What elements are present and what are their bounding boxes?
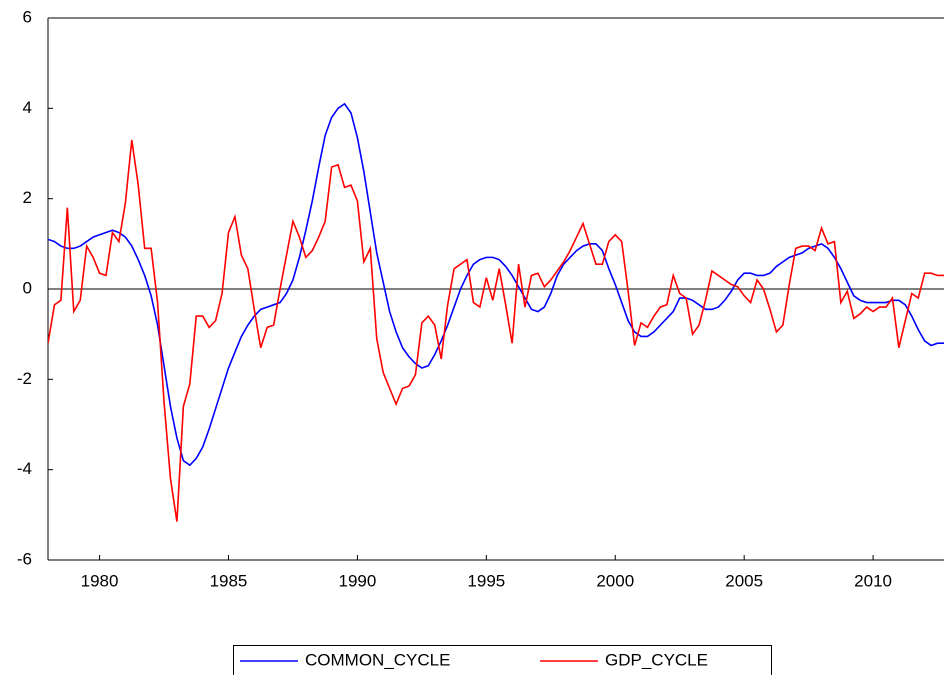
x-tick-label: 2000	[596, 571, 634, 590]
y-tick-label: 6	[23, 7, 32, 26]
x-tick-label: 1990	[338, 571, 376, 590]
y-tick-label: -4	[17, 459, 32, 478]
x-tick-label: 2005	[725, 571, 763, 590]
x-tick-label: 1995	[467, 571, 505, 590]
series-line	[48, 139, 944, 522]
legend-label: GDP_CYCLE	[605, 650, 708, 669]
legend-box	[233, 645, 772, 675]
y-tick-label: -6	[17, 549, 32, 568]
y-tick-label: -2	[17, 369, 32, 388]
x-tick-label: 2010	[854, 571, 892, 590]
legend-label: COMMON_CYCLE	[305, 650, 450, 669]
x-tick-label: 1985	[210, 571, 248, 590]
y-tick-label: 2	[23, 188, 32, 207]
x-tick-label: 1980	[81, 571, 119, 590]
y-tick-label: 0	[23, 278, 32, 297]
y-tick-label: 4	[23, 98, 32, 117]
